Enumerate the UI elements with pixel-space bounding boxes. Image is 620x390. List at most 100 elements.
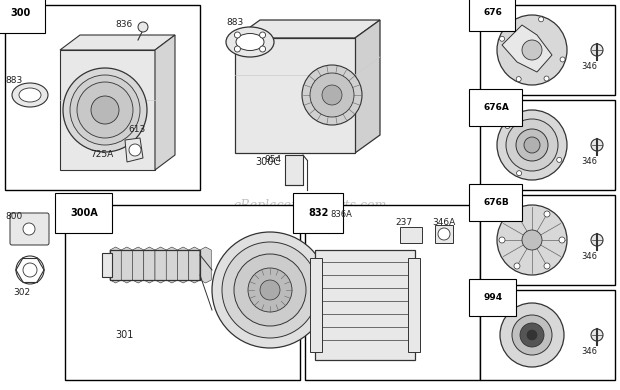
Circle shape [500,303,564,367]
Circle shape [222,242,318,338]
Circle shape [248,268,292,312]
Bar [435,225,453,243]
Text: 954: 954 [264,155,281,164]
Text: 346: 346 [581,62,597,71]
Polygon shape [200,247,211,283]
Ellipse shape [12,83,48,107]
Circle shape [544,211,550,217]
Bar [480,5,615,95]
Polygon shape [60,35,175,50]
Polygon shape [155,35,175,170]
Polygon shape [166,247,177,283]
Text: 300: 300 [10,8,30,18]
Circle shape [512,315,552,355]
Text: 346: 346 [581,252,597,261]
Polygon shape [502,25,552,72]
Circle shape [516,171,521,176]
Bar [65,205,300,380]
Text: 301: 301 [115,330,133,340]
Circle shape [591,234,603,246]
Circle shape [322,85,342,105]
Circle shape [539,17,544,22]
Text: 300A: 300A [70,208,98,218]
Bar [480,290,615,380]
Circle shape [520,323,544,347]
Text: 836A: 836A [330,210,352,219]
Circle shape [524,137,540,153]
Text: 613: 613 [128,125,145,134]
Circle shape [544,76,549,81]
Circle shape [23,223,35,235]
Text: 346: 346 [581,157,597,166]
Circle shape [234,46,241,52]
Circle shape [514,211,520,217]
Text: 800: 800 [5,212,22,221]
Polygon shape [110,247,122,283]
Circle shape [497,15,567,85]
Circle shape [234,254,306,326]
Text: 676B: 676B [483,198,509,207]
Text: 676A: 676A [483,103,509,112]
Text: 237: 237 [395,218,412,227]
Text: 832: 832 [308,208,329,218]
Circle shape [559,237,565,243]
Polygon shape [285,155,303,185]
Bar [310,258,322,352]
Text: 346A: 346A [432,218,455,227]
Circle shape [522,230,542,250]
Circle shape [129,144,141,156]
Circle shape [560,57,565,62]
Bar [480,195,615,285]
Bar [102,253,112,277]
Circle shape [591,329,603,341]
Circle shape [514,263,520,269]
Ellipse shape [19,88,41,102]
Text: 883: 883 [226,18,243,27]
Polygon shape [125,138,143,162]
Text: eReplacementParts.com: eReplacementParts.com [233,199,387,211]
Text: 302: 302 [13,288,30,297]
Circle shape [77,82,133,138]
Circle shape [310,73,354,117]
Polygon shape [155,247,166,283]
Circle shape [91,96,119,124]
FancyBboxPatch shape [10,213,49,245]
Polygon shape [235,20,380,38]
Text: 994: 994 [483,293,502,302]
Text: 836: 836 [115,20,132,29]
Bar [110,250,200,280]
Polygon shape [122,247,133,283]
Polygon shape [188,247,200,283]
Circle shape [557,157,562,162]
Circle shape [544,263,550,269]
Circle shape [302,65,362,125]
Circle shape [497,205,567,275]
Circle shape [497,110,567,180]
Circle shape [63,68,147,152]
Text: 346: 346 [581,347,597,356]
Polygon shape [355,20,380,153]
Text: 300C: 300C [255,157,280,167]
Circle shape [506,119,558,171]
Text: 725A: 725A [90,150,113,159]
Polygon shape [235,38,355,153]
Circle shape [70,75,140,145]
Bar [315,250,415,360]
Bar [408,258,420,352]
Circle shape [499,237,505,243]
Circle shape [438,228,450,240]
Bar [5,5,200,190]
Polygon shape [177,247,188,283]
Polygon shape [133,247,144,283]
Text: 676: 676 [483,8,502,17]
Circle shape [234,32,241,38]
Circle shape [138,22,148,32]
Circle shape [591,44,603,56]
Bar [400,227,422,243]
Circle shape [516,129,548,161]
Circle shape [212,232,328,348]
Ellipse shape [236,34,264,50]
Ellipse shape [226,27,274,57]
Circle shape [500,36,505,41]
Bar [305,205,480,380]
